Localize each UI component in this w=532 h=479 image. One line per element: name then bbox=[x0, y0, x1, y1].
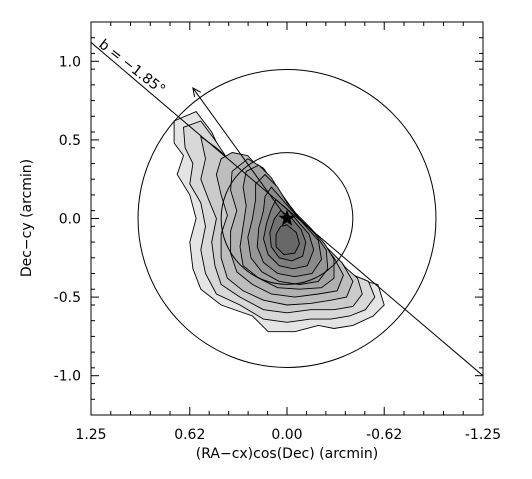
star-icon bbox=[278, 209, 296, 226]
y-tick-label: 1.0 bbox=[59, 54, 81, 70]
direction-arrow-head bbox=[192, 87, 202, 97]
center-marker-group bbox=[278, 209, 296, 226]
y-tick-label: -0.5 bbox=[54, 290, 81, 306]
y-tick-label: 0.5 bbox=[59, 133, 81, 149]
contour-layers bbox=[173, 111, 385, 333]
contour-level-11 bbox=[275, 224, 300, 256]
x-tick-label: 1.25 bbox=[75, 427, 106, 443]
reference-circle-2 bbox=[220, 152, 354, 285]
direction-arrow-shaft bbox=[192, 87, 288, 219]
y-tick-label: 0.0 bbox=[59, 212, 81, 228]
galactic-latitude-line-group bbox=[91, 42, 483, 377]
y-axis-label: Dec−cy (arcmin) bbox=[19, 159, 35, 277]
x-axis: 1.25 0.62 0.00 -0.62 -1.25 bbox=[75, 22, 501, 443]
x-tick-label: -1.25 bbox=[465, 427, 501, 443]
y-tick-label: -1.0 bbox=[54, 369, 81, 385]
y-axis: 1.0 0.5 0.0 -0.5 -1.0 bbox=[54, 21, 483, 416]
x-tick-label: 0.00 bbox=[271, 427, 302, 443]
galactic-latitude-line bbox=[91, 42, 483, 377]
x-axis-label: (RA−cx)cos(Dec) (arcmin) bbox=[196, 446, 378, 462]
galactic-latitude-annotation: b = −1.85° bbox=[96, 37, 168, 99]
reference-circle-1 bbox=[137, 69, 437, 368]
x-tick-label: -0.62 bbox=[366, 427, 402, 443]
reference-circles bbox=[137, 69, 437, 368]
x-tick-label: 0.62 bbox=[174, 427, 205, 443]
